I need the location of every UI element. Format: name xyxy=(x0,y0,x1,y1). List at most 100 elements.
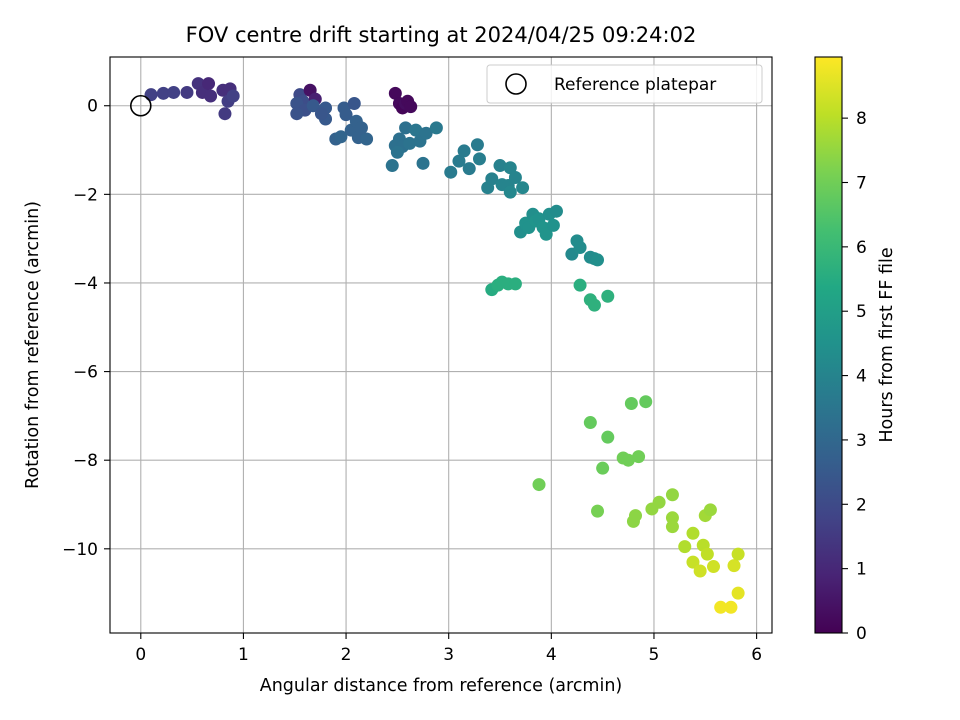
x-axis-ticks: 0 1 2 3 4 5 6 xyxy=(135,633,762,665)
data-point xyxy=(388,86,402,100)
y-axis-ticks: 0 −2 −4 −6 −8 −10 xyxy=(62,97,110,560)
data-point xyxy=(503,161,517,175)
data-point xyxy=(539,227,553,241)
data-point xyxy=(532,478,546,492)
chart-title: FOV centre drift starting at 2024/04/25 … xyxy=(186,23,697,47)
data-point xyxy=(508,171,522,185)
colorbar-ticks: 0 1 2 3 4 5 6 7 8 xyxy=(842,109,867,644)
data-point xyxy=(462,162,476,176)
y-tick-label: 0 xyxy=(87,97,98,117)
data-point xyxy=(573,241,587,255)
x-tick-label: 2 xyxy=(341,645,352,665)
data-point xyxy=(596,461,610,475)
data-point xyxy=(180,85,194,99)
data-point xyxy=(416,156,430,170)
colorbar: 0 1 2 3 4 5 6 7 8 Hours from first FF file xyxy=(814,56,897,644)
data-point xyxy=(156,86,170,100)
colorbar-tick-label: 6 xyxy=(856,238,867,258)
data-point xyxy=(218,107,232,121)
colorbar-gradient xyxy=(814,56,843,634)
data-point xyxy=(167,85,181,99)
x-tick-label: 4 xyxy=(546,645,557,665)
grid-lines xyxy=(110,57,772,633)
data-point xyxy=(403,136,417,150)
data-point xyxy=(493,159,507,173)
legend-box xyxy=(486,64,763,104)
data-point xyxy=(470,138,484,152)
legend: Reference platepar xyxy=(486,64,763,104)
reference-marker-layer xyxy=(129,94,152,117)
data-point xyxy=(591,504,605,518)
y-tick-label: −2 xyxy=(73,185,98,205)
colorbar-tick-label: 0 xyxy=(856,624,867,644)
colorbar-tick-label: 2 xyxy=(856,495,867,515)
data-point xyxy=(731,586,745,600)
data-point xyxy=(485,172,499,186)
data-point xyxy=(472,152,486,166)
data-point xyxy=(399,121,413,135)
colorbar-tick-label: 5 xyxy=(856,302,867,322)
data-point xyxy=(144,88,158,102)
data-point xyxy=(624,396,638,410)
data-point xyxy=(339,108,353,122)
data-point xyxy=(290,107,304,121)
data-point xyxy=(503,185,517,199)
data-point xyxy=(591,253,605,267)
colorbar-tick-label: 8 xyxy=(856,109,867,129)
y-tick-label: −8 xyxy=(73,451,98,471)
data-point xyxy=(700,547,714,561)
data-point xyxy=(516,181,530,195)
data-point xyxy=(202,77,216,91)
data-point xyxy=(409,123,423,137)
data-point xyxy=(621,453,635,467)
data-point xyxy=(727,559,741,573)
data-point xyxy=(429,121,443,135)
x-axis-label: Angular distance from reference (arcmin) xyxy=(260,676,623,696)
data-point xyxy=(452,154,466,168)
data-point xyxy=(678,540,692,554)
x-tick-label: 0 xyxy=(135,645,146,665)
data-point xyxy=(706,560,720,574)
colorbar-tick-label: 1 xyxy=(856,560,867,580)
x-tick-label: 1 xyxy=(238,645,249,665)
colorbar-tick-label: 7 xyxy=(856,173,867,193)
y-tick-label: −6 xyxy=(73,363,98,383)
data-point xyxy=(419,126,433,140)
x-tick-label: 6 xyxy=(751,645,762,665)
colorbar-label: Hours from first FF file xyxy=(877,247,897,442)
data-points xyxy=(144,77,745,614)
data-point xyxy=(686,526,700,540)
data-point xyxy=(226,89,240,103)
data-point xyxy=(354,121,368,135)
data-point xyxy=(601,430,615,444)
data-point xyxy=(508,277,522,291)
data-point xyxy=(583,416,597,430)
colorbar-tick-label: 3 xyxy=(856,431,867,451)
data-point xyxy=(457,144,471,158)
data-point xyxy=(601,289,615,303)
x-tick-label: 5 xyxy=(649,645,660,665)
data-point xyxy=(665,488,679,502)
legend-open-circle-marker xyxy=(505,73,527,95)
data-point xyxy=(444,165,458,179)
data-point xyxy=(693,564,707,578)
data-point xyxy=(628,509,642,523)
reference-platepar-marker xyxy=(129,94,152,117)
data-point xyxy=(314,107,328,121)
y-tick-label: −10 xyxy=(62,540,98,560)
data-point xyxy=(724,600,738,614)
x-tick-label: 3 xyxy=(443,645,454,665)
data-point xyxy=(573,278,587,292)
y-tick-label: −4 xyxy=(73,274,98,294)
y-axis-label: Rotation from reference (arcmin) xyxy=(23,201,43,489)
data-point xyxy=(549,204,563,218)
data-point xyxy=(404,100,418,114)
data-point xyxy=(731,547,745,561)
data-point xyxy=(360,132,374,146)
data-point xyxy=(390,145,404,159)
data-point xyxy=(639,395,653,409)
data-point xyxy=(334,130,348,144)
data-point xyxy=(652,495,666,509)
legend-label-reference-platepar: Reference platepar xyxy=(554,75,716,95)
data-point xyxy=(632,450,646,464)
